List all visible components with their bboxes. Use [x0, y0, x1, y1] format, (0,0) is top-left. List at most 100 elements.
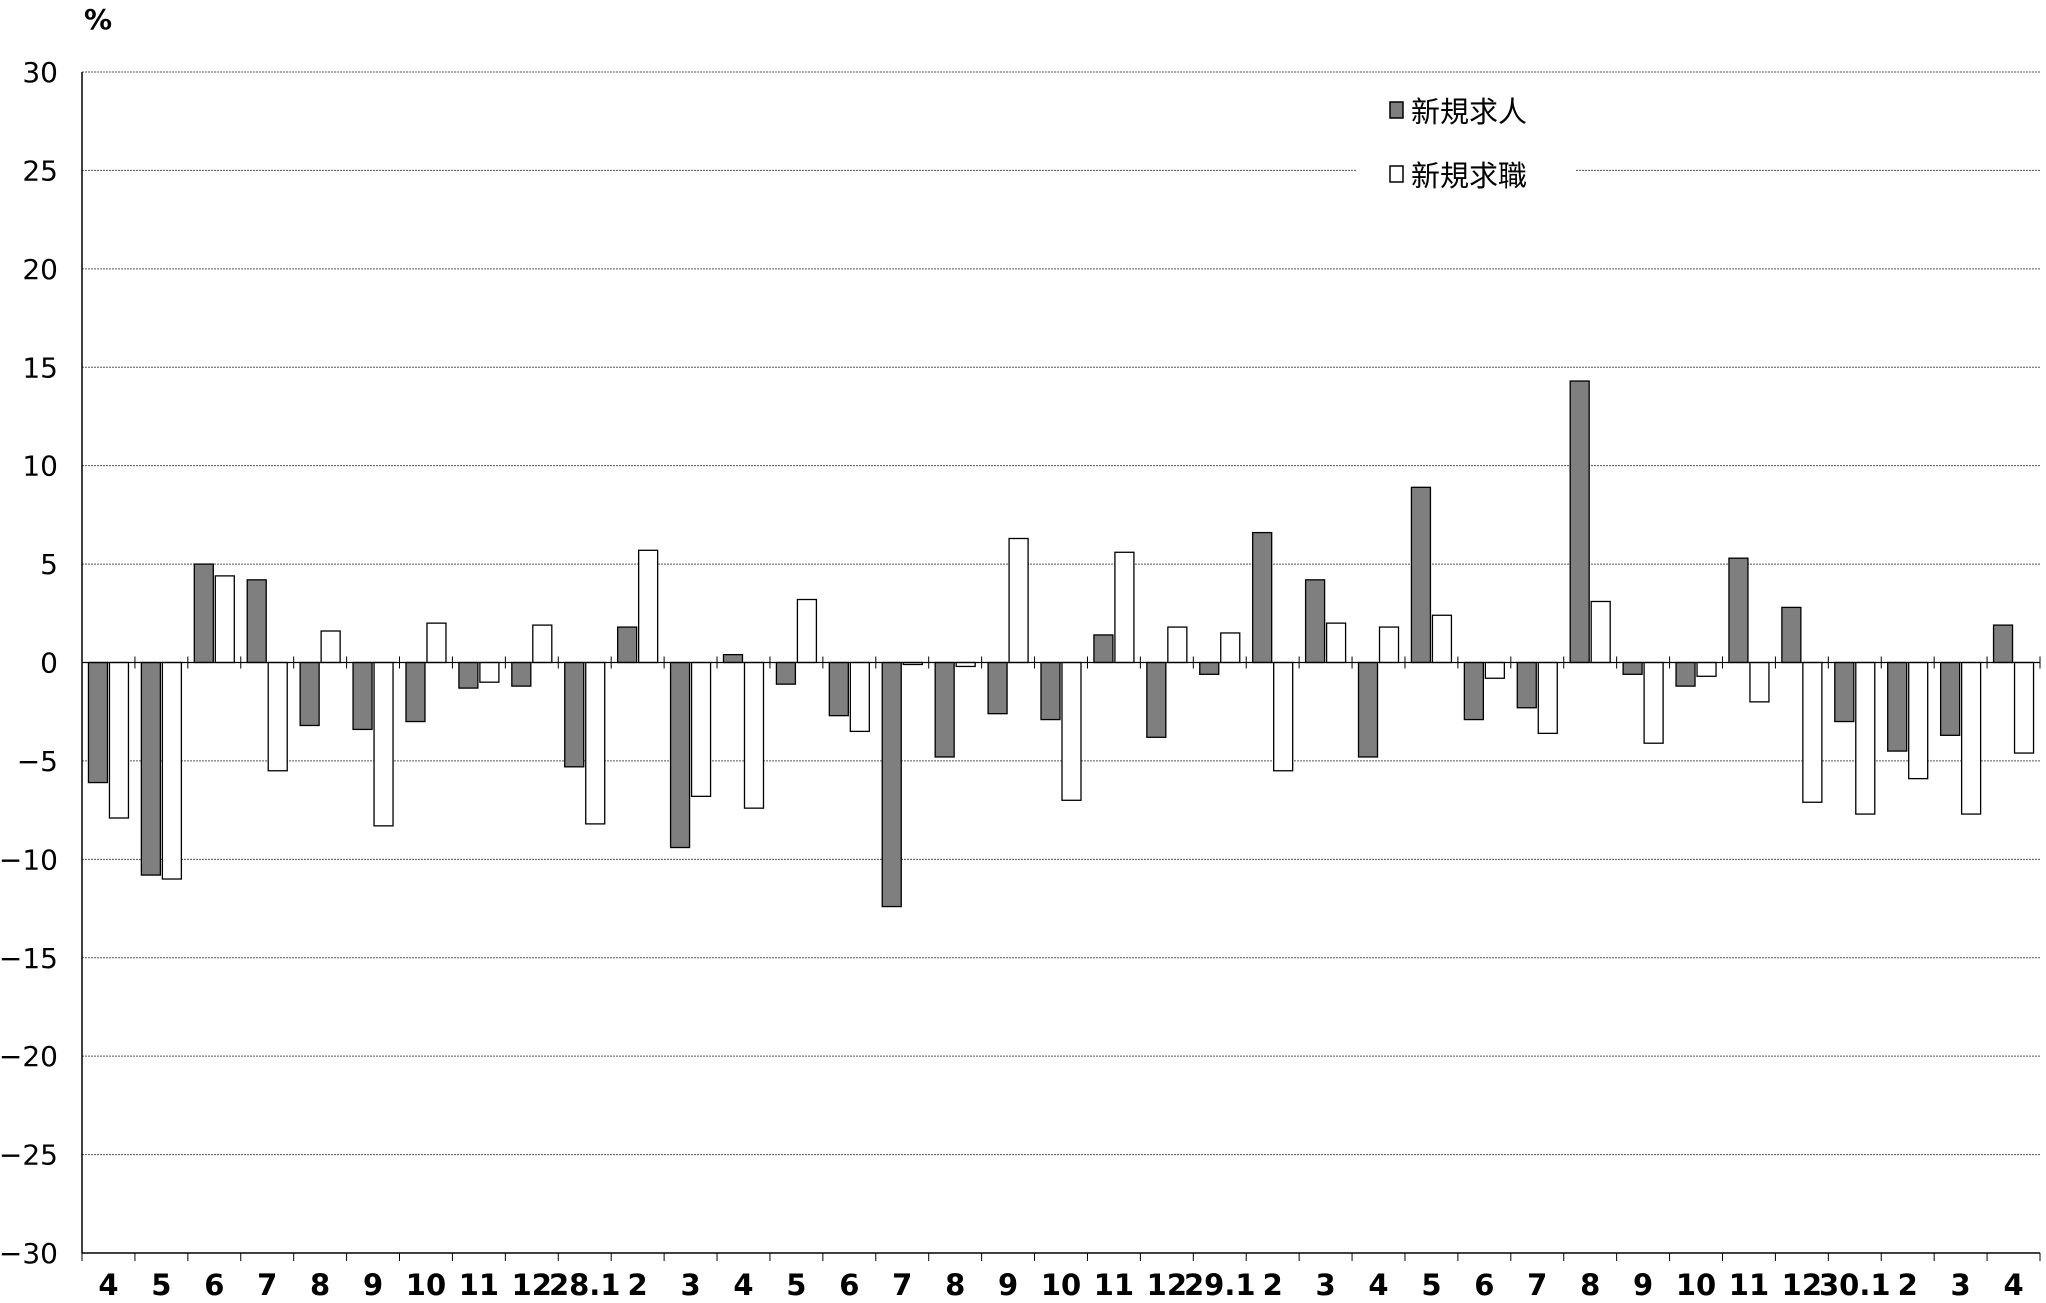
bar-new-job-seekers — [637, 549, 659, 664]
bar-new-job-offers — [1781, 606, 1802, 664]
legend-label-new-job-offers: 新規求人 — [1411, 95, 1527, 129]
x-tick-label: 8 — [945, 1268, 965, 1302]
x-tick-label: 6 — [204, 1268, 224, 1302]
bar-new-job-offers — [193, 563, 214, 664]
bar-new-job-seekers — [1167, 626, 1188, 664]
bar-new-job-seekers — [743, 661, 765, 809]
x-tick-label: 2 — [1898, 1268, 1918, 1302]
x-tick-label: 7 — [892, 1268, 912, 1302]
bar-new-job-seekers — [2013, 661, 2035, 754]
bar-new-job-seekers — [1855, 661, 1876, 815]
x-tick-label: 10 — [1676, 1268, 1716, 1302]
bar-new-job-offers — [299, 661, 320, 727]
bar-new-job-seekers — [267, 661, 288, 772]
bar-new-job-offers — [1093, 634, 1114, 664]
bar-new-job-offers — [87, 661, 109, 784]
y-tick-label: 30 — [22, 56, 58, 89]
legend-swatch-new-job-offers — [1389, 101, 1404, 119]
bar-new-job-offers — [669, 661, 691, 849]
bar-new-job-seekers — [1908, 661, 1929, 780]
bar-new-job-seekers — [849, 661, 870, 733]
bar-new-job-seekers — [214, 575, 235, 664]
x-tick-label: 5 — [1421, 1268, 1441, 1302]
bar-new-job-offers — [775, 661, 797, 685]
bar-new-job-seekers — [373, 661, 394, 827]
x-tick-label: 10 — [406, 1268, 446, 1302]
legend-swatch-new-job-seekers — [1389, 165, 1404, 183]
bar-new-job-seekers — [1273, 661, 1294, 772]
bar-new-job-seekers — [532, 624, 553, 664]
y-tick-labels: 30 25 20 15 10 5 0 −5 −10 −15 −20 −25 −30 — [0, 56, 58, 1270]
x-tick-label: 9 — [1633, 1268, 1653, 1302]
bar-new-job-seekers — [1061, 661, 1082, 801]
bar-new-job-offers — [828, 661, 849, 717]
y-tick-label: −20 — [0, 1040, 58, 1073]
x-tick-label: 10 — [1041, 1268, 1081, 1302]
bar-new-job-seekers — [1378, 626, 1400, 664]
bar-new-job-seekers — [1220, 632, 1241, 664]
y-axis-unit: % — [84, 3, 112, 36]
bar-new-job-offers — [1675, 661, 1696, 687]
bar-new-job-seekers — [1008, 537, 1029, 664]
x-tick-label: 4 — [2003, 1268, 2023, 1302]
y-tick-label: 0 — [40, 647, 58, 680]
bar-new-job-seekers — [585, 661, 606, 825]
axes — [81, 72, 2041, 1261]
x-tick-label: 7 — [257, 1268, 277, 1302]
bar-new-job-seekers — [690, 661, 712, 797]
bar-new-job-offers — [1939, 661, 1961, 736]
x-tick-label: 8 — [310, 1268, 330, 1302]
bar-new-job-offers — [1040, 661, 1061, 721]
bar-new-job-seekers — [796, 598, 818, 664]
y-tick-label: 5 — [40, 548, 58, 581]
bar-new-job-offers — [934, 661, 955, 758]
bar-new-job-seekers — [108, 661, 130, 819]
x-tick-label: 30.1 — [1819, 1268, 1891, 1302]
bar-new-job-seekers — [1537, 661, 1558, 735]
x-tick-label: 11 — [1094, 1268, 1134, 1302]
x-tick-label: 9 — [998, 1268, 1018, 1302]
x-tick-label: 12 — [1147, 1268, 1187, 1302]
legend-label-new-job-seekers: 新規求職 — [1411, 159, 1527, 193]
bar-new-job-offers — [140, 661, 162, 876]
x-tick-label: 6 — [1474, 1268, 1494, 1302]
x-tick-label: 9 — [363, 1268, 383, 1302]
y-tick-label: 15 — [22, 351, 58, 384]
y-tick-label: 25 — [22, 154, 58, 187]
bar-new-job-seekers — [161, 661, 183, 880]
bar-new-job-offers — [1728, 557, 1749, 664]
bar-new-job-seekers — [1643, 661, 1664, 744]
y-tick-label: 10 — [22, 450, 58, 483]
x-tick-label: 3 — [680, 1268, 700, 1302]
bar-new-job-offers — [1252, 531, 1273, 664]
bar-new-job-seekers — [1114, 551, 1135, 664]
bar-new-job-seekers — [1960, 661, 1982, 815]
bar-new-job-offers — [1410, 486, 1432, 664]
bar-new-job-offers — [1887, 661, 1908, 752]
bar-new-job-offers — [1146, 661, 1167, 738]
bar-new-job-offers — [881, 661, 902, 908]
bar-new-job-seekers — [1431, 614, 1453, 664]
x-tick-label: 2 — [1263, 1268, 1283, 1302]
bars — [87, 380, 2035, 908]
legend: 新規求人 新規求職 — [1356, 88, 1576, 208]
bar-new-job-seekers — [426, 622, 447, 664]
bar-new-job-seekers — [320, 630, 341, 664]
y-tick-label: −25 — [0, 1139, 58, 1172]
x-tick-label: 3 — [1951, 1268, 1971, 1302]
bar-new-job-offers — [352, 661, 373, 731]
bar-new-job-offers — [1463, 661, 1485, 721]
bar-new-job-offers — [246, 579, 267, 664]
bar-new-job-seekers — [1802, 661, 1823, 803]
bar-new-job-seekers — [479, 661, 500, 683]
bar-new-job-seekers — [1749, 661, 1770, 703]
y-tick-label: 20 — [22, 253, 58, 286]
x-tick-label: 12 — [1782, 1268, 1822, 1302]
x-tick-label: 29.1 — [1184, 1268, 1256, 1302]
x-tick-label: 6 — [839, 1268, 859, 1302]
x-tick-label: 28.1 — [549, 1268, 621, 1302]
bar-new-job-offers — [616, 626, 638, 664]
x-tick-label: 4 — [98, 1268, 118, 1302]
